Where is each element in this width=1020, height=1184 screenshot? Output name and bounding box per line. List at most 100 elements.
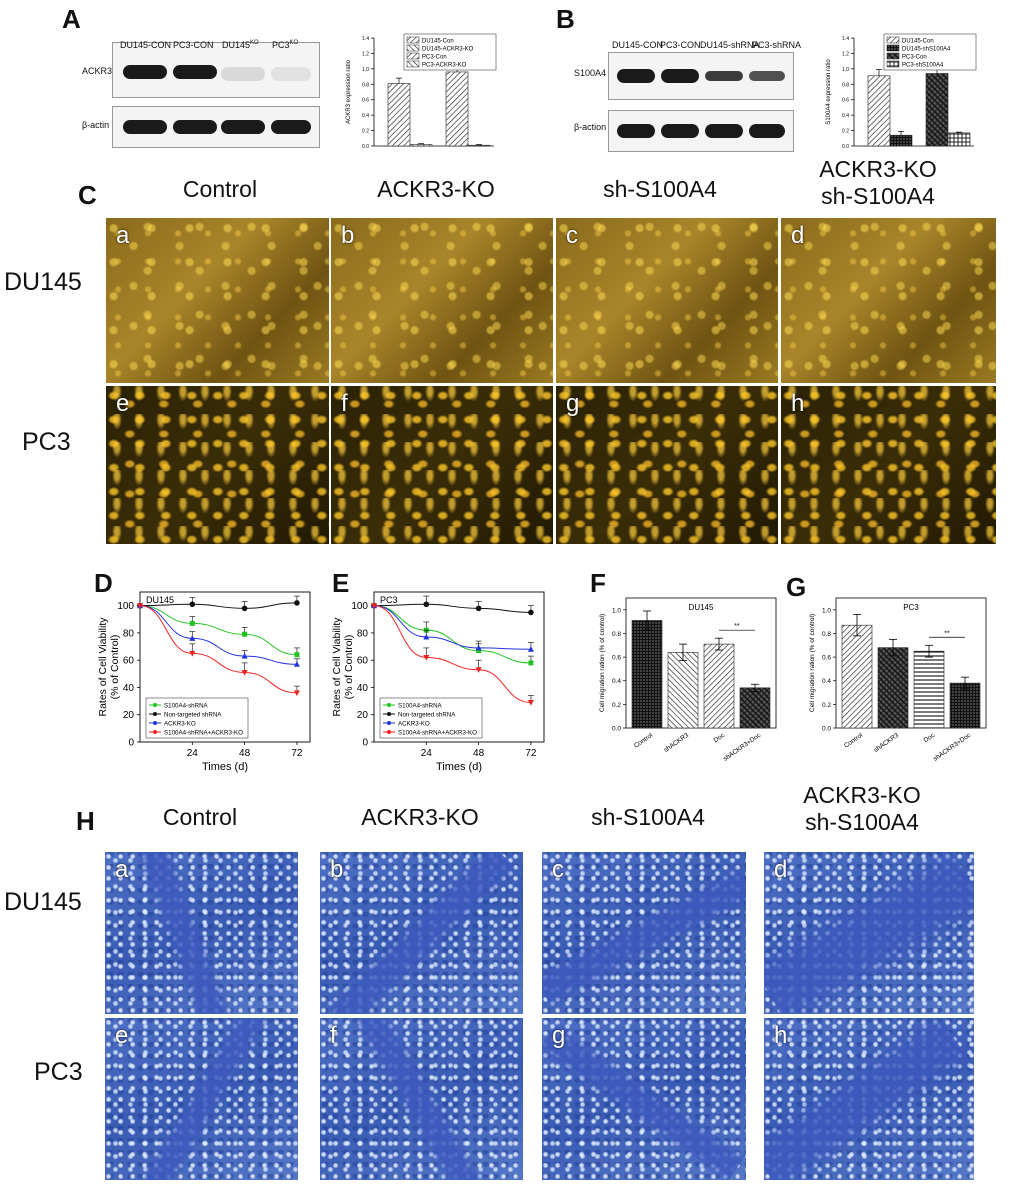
lane-label: DU145-CON [120,40,172,50]
chart-pc3-viability: PC3 0 20 40 60 80 100 24 48 72 Times (d) Rates of C… [331,591,545,773]
chart-du145-migration: DU145 0.0 0.2 0.4 0.6 0.8 1.0 Cell migration ra… [599,597,777,763]
chart-title: DU145 [689,603,714,612]
image-letter: d [774,856,788,883]
micrograph-pc3-control: e [106,386,329,544]
blot-row-label: S100A4 [574,68,607,78]
y-axis-label: Cell migration ration (% of control) [599,614,606,712]
y-tick-label: 80 [123,628,135,639]
x-tick-label: shACKR3+Doc [932,731,973,762]
data-point [242,631,248,637]
image-letter: h [774,1022,788,1049]
legend-label: PC3-ACKR3-KO [422,63,467,69]
bar [467,144,491,147]
western-blot-s100a4 [608,52,794,100]
micrograph-du145-sh-s100a4: c [556,218,778,383]
legend-swatch [406,60,420,68]
legend-label: S100A4-shRNA [164,702,209,709]
y-tick-label: 0.8 [822,631,831,638]
scratch-gap [542,1020,746,1180]
micrograph-du145-ackr3-ko: b [331,218,553,383]
blot-band [705,124,743,138]
scratch-pc3-combined: h [764,1018,974,1180]
y-tick-label: 0.8 [842,82,849,88]
legend-swatch [886,44,900,52]
lane-label: DU145-shRNA [700,40,760,50]
row-label: DU145 [4,888,82,916]
legend-box [379,697,483,739]
lane-label: PC3-CON [173,40,214,50]
significance-label: ** [944,630,950,637]
y-tick-label: 0.0 [362,144,369,150]
y-axis-label: Rates of Cell Viability [97,617,109,717]
data-point [294,652,300,658]
x-tick-label: 72 [525,748,537,759]
blot-band [173,120,217,134]
legend-marker [387,712,391,716]
y-axis-label: Rates of Cell Viability [331,617,343,717]
legend-marker [153,730,157,734]
bar [667,652,699,729]
x-tick-label: 48 [239,748,251,759]
y-tick-label: 0.6 [612,655,621,662]
y-tick-label: 60 [123,656,135,667]
y-tick-label: 0.6 [842,98,849,104]
y-tick-label: 0.0 [842,144,849,150]
column-title: sh-S100A4 [591,804,705,830]
series-line [139,605,297,694]
y-tick-label: 40 [123,683,135,694]
bar [913,650,945,729]
lane-label: DU145KO [222,40,259,50]
series-line [139,605,297,665]
scratch-du145-ackr3-ko: b [320,852,523,1014]
blot-band [271,67,311,81]
blot-band [221,67,265,81]
blot-band [617,69,655,83]
legend-label: S100A4-shRNA+ACKR3-KO [164,729,243,736]
legend-label: Non-targeted shRNA [398,711,456,718]
x-tick-label: shACKR3+Doc [722,731,763,762]
data-point [423,601,430,608]
column-title: ACKR3-KO [377,176,495,202]
legend-label: Non-targeted shRNA [164,711,222,718]
y-tick-label: 1.2 [842,51,849,57]
legend-marker [387,703,391,707]
x-tick-label: Control [843,732,865,750]
legend-label: DU145-ACKR3-KO [422,47,474,53]
data-point [241,669,248,676]
chart-du145-viability: DU145 0 20 40 60 80 100 24 48 72 Times (d) Rates of… [97,591,311,773]
y-axis-label: ACKR3 expression ratio [346,59,352,124]
chart-s100a4-expression: 0.0 0.2 0.4 0.6 0.8 1.0 1.2 1.4 S100A4 expressio… [826,33,977,150]
chart-ackr3-expression: 0.0 0.2 0.4 0.6 0.8 1.0 1.2 1.4 ACKR3 expression… [346,33,497,150]
bar [925,73,949,147]
micrograph-du145-control: a [106,218,329,383]
legend-label: PC3-Con [902,55,927,61]
bar [445,71,469,147]
y-tick-label: 1.0 [612,607,621,614]
bar [841,624,873,729]
blot-band [271,120,311,134]
legend-swatch [406,52,420,60]
bar [703,643,735,729]
plot-frame [373,591,545,743]
bar [949,682,981,729]
series-line [373,603,531,613]
image-letter: b [330,856,344,883]
y-tick-label: 60 [357,656,369,667]
y-tick-label: 20 [357,710,369,721]
bar [889,134,913,147]
data-point [527,646,534,652]
y-axis-label: (% of Control) [109,635,121,700]
micrograph-du145-combined: d [781,218,996,383]
image-letter: c [552,856,564,883]
y-tick-label: 0.4 [842,113,849,119]
x-tick-label: 24 [421,748,433,759]
plot-frame [139,591,311,743]
western-blot-ackr3 [112,42,320,98]
legend-label: PC3-Con [422,55,447,61]
series-line [139,602,297,609]
data-point [476,648,482,654]
panel-label-b: B [556,4,575,34]
series-line [139,605,297,656]
image-letter: d [791,222,805,249]
row-label: PC3 [22,428,71,456]
